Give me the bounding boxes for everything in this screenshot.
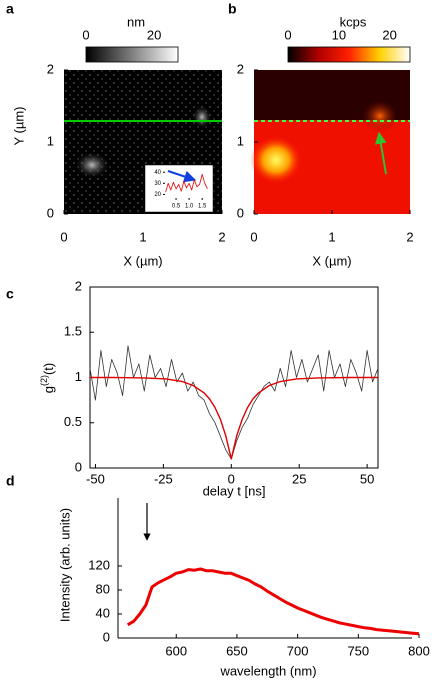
x-tick-label: 1 bbox=[139, 229, 146, 244]
y-tick-label: 1.5 bbox=[64, 324, 82, 339]
y-tick-label: 40 bbox=[96, 605, 110, 620]
colorbar bbox=[287, 46, 411, 63]
particle bbox=[74, 151, 110, 179]
panel-label: a bbox=[6, 1, 14, 17]
y-tick-label: 120 bbox=[88, 557, 110, 572]
y-tick-label: 0 bbox=[47, 205, 54, 220]
y-tick-label: 0 bbox=[75, 459, 82, 474]
y-tick-label: 2 bbox=[47, 61, 54, 76]
x-tick-label: 0 bbox=[250, 229, 257, 244]
x-tick-label: 2 bbox=[218, 229, 225, 244]
y-axis-label-part: (t) bbox=[41, 363, 56, 375]
particle bbox=[192, 105, 212, 129]
x-tick-label: 750 bbox=[347, 643, 369, 658]
inset-arrow bbox=[167, 170, 197, 183]
y-tick-label: 0 bbox=[103, 629, 110, 644]
colorbar-label: nm bbox=[127, 14, 145, 29]
data-line bbox=[126, 567, 420, 636]
y-axis-label-part: (2) bbox=[39, 375, 49, 386]
x-axis-label: delay t [ns] bbox=[203, 483, 266, 498]
data-line bbox=[90, 376, 378, 460]
x-tick-label: 1.0 bbox=[185, 204, 194, 210]
colorbar-tick-label: 0 bbox=[82, 27, 89, 42]
x-tick-label: -50 bbox=[86, 471, 105, 486]
panel-label: c bbox=[6, 286, 14, 302]
colorbar-label: kcps bbox=[340, 14, 367, 29]
x-tick-label: 0.5 bbox=[172, 204, 181, 210]
emitter bbox=[362, 100, 398, 132]
emitter bbox=[250, 136, 302, 184]
x-axis-label: X (µm) bbox=[312, 253, 351, 268]
y-tick-label: 30 bbox=[154, 181, 161, 187]
x-tick-label: 2 bbox=[406, 229, 413, 244]
arrow bbox=[374, 131, 387, 175]
x-tick-label: 600 bbox=[165, 643, 187, 658]
x-tick-label: 0 bbox=[228, 471, 235, 486]
y-tick-label: 2 bbox=[75, 278, 82, 293]
x-tick-label: 50 bbox=[360, 471, 374, 486]
x-tick-label: 700 bbox=[287, 643, 309, 658]
y-tick-label: 1 bbox=[47, 133, 54, 148]
x-axis-label: X (µm) bbox=[123, 253, 162, 268]
x-tick-label: 25 bbox=[292, 471, 306, 486]
y-tick-label: 0 bbox=[237, 205, 244, 220]
x-tick-label: -25 bbox=[154, 471, 173, 486]
y-tick-label: 2 bbox=[237, 61, 244, 76]
y-tick-label: 1 bbox=[237, 133, 244, 148]
x-tick-label: 800 bbox=[408, 643, 430, 658]
x-tick-label: 1.5 bbox=[198, 204, 207, 210]
x-tick-label: 0 bbox=[60, 229, 67, 244]
y-tick-label: 40 bbox=[154, 170, 161, 176]
y-axis-label: g(2)(t) bbox=[39, 363, 56, 394]
data-line bbox=[89, 345, 379, 460]
inset bbox=[144, 164, 214, 213]
colorbar-tick-label: 0 bbox=[284, 27, 291, 42]
y-axis-label: Y (µm) bbox=[11, 106, 26, 145]
y-tick-label: 80 bbox=[96, 581, 110, 596]
x-tick-label: 1 bbox=[328, 229, 335, 244]
data-line bbox=[165, 174, 208, 193]
colorbar-tick-label: 10 bbox=[332, 27, 346, 42]
y-axis-label-part: g bbox=[41, 386, 56, 393]
y-tick-label: 0.5 bbox=[64, 414, 82, 429]
panel-label: b bbox=[228, 1, 237, 17]
colorbar-tick-label: 20 bbox=[147, 27, 161, 42]
y-tick-label: 1 bbox=[75, 369, 82, 384]
x-tick-label: 650 bbox=[226, 643, 248, 658]
x-axis-label: wavelength (nm) bbox=[219, 663, 316, 678]
panel-label: d bbox=[6, 473, 15, 489]
y-axis-label: Intensity (arb. units) bbox=[57, 508, 72, 622]
y-tick-label: 20 bbox=[154, 192, 161, 198]
colorbar-tick-label: 20 bbox=[382, 27, 396, 42]
colorbar bbox=[85, 46, 179, 63]
